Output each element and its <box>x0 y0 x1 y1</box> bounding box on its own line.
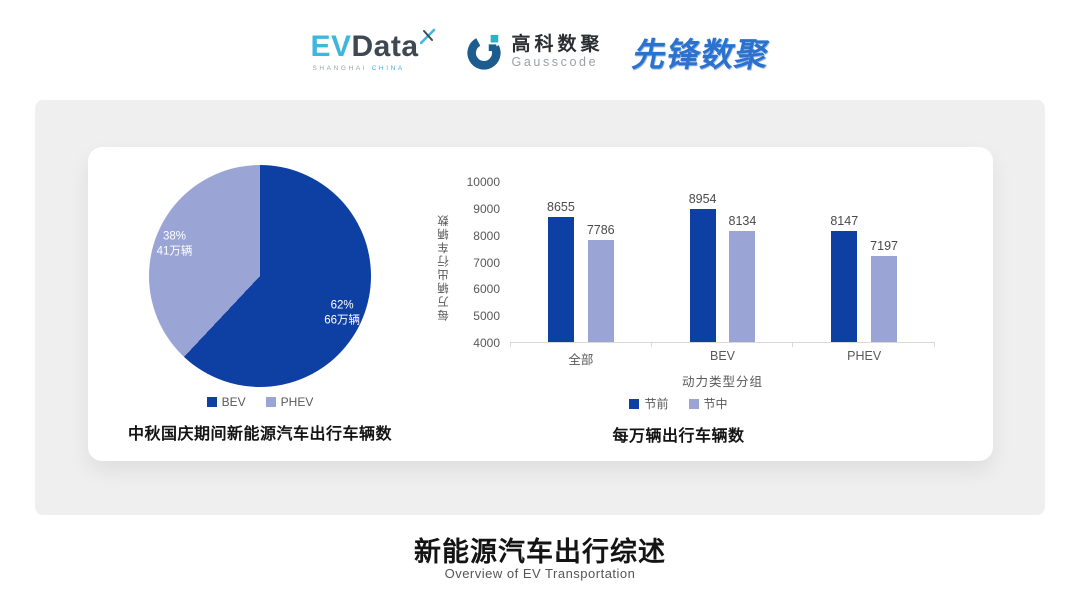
bar-group: 8954 8134 <box>652 182 794 347</box>
bar <box>871 256 898 342</box>
bar-with-label: 8147 <box>830 214 858 342</box>
x-tick-label: 全部 <box>568 353 594 367</box>
bar-value-label: 8134 <box>728 214 757 229</box>
pie-legend-phev-label: PHEV <box>280 395 314 409</box>
bar-plot: 8655 7786 8954 8134 8147 7197 <box>510 182 935 347</box>
y-tick-label: 4000 <box>473 336 500 350</box>
pie-label-phev: 38% 41万辆 <box>157 229 193 260</box>
bar-legend-item-pre: 节前 <box>629 395 669 412</box>
bar <box>587 240 614 342</box>
evdata-sub-china: CHINA <box>371 65 405 72</box>
bar-value-label: 7197 <box>870 239 898 254</box>
content-panel: 62% 66万辆 38% 41万辆 BEV PHEV <box>35 100 1045 515</box>
bar-value-label: 8954 <box>688 192 717 207</box>
logo-row: EVData SHANGHAI CHINA 高科数聚 Gausscode 先锋数… <box>0 22 1080 82</box>
bar <box>689 209 716 342</box>
bar-legend-item-mid: 节中 <box>688 395 728 412</box>
pie-bev-value: 66万辆 <box>324 314 361 327</box>
evdata-subtitle: SHANGHAI CHINA <box>312 65 404 72</box>
x-tick-label: BEV <box>710 349 736 363</box>
gausscode-logo: 高科数聚 Gausscode <box>465 33 604 71</box>
evdata-logo: EVData SHANGHAI CHINA <box>310 28 435 72</box>
evdata-wordmark: EVData <box>310 28 435 63</box>
pie-label-bev: 62% 66万辆 <box>324 298 360 329</box>
gausscode-texts: 高科数聚 Gausscode <box>512 34 604 70</box>
bar-legend-pre-label: 节前 <box>644 397 669 411</box>
bar-group: 8147 7197 <box>793 182 935 347</box>
evdata-x-icon <box>419 18 436 51</box>
bar <box>729 231 756 342</box>
pie-chart-title: 中秋国庆期间新能源汽车出行车辆数 <box>127 426 392 443</box>
pre-holiday-swatch-icon <box>629 398 640 409</box>
y-tick-label: 5000 <box>473 309 500 324</box>
pie-legend-bev-label: BEV <box>221 395 246 409</box>
pie-legend: BEV PHEV <box>60 395 460 409</box>
evdata-ev-text: EV <box>310 30 352 63</box>
phev-swatch-icon <box>265 397 276 407</box>
pie-phev-value: 41万辆 <box>156 245 193 258</box>
gausscode-en-text: Gausscode <box>511 55 599 69</box>
gausscode-cn-text: 高科数聚 <box>511 34 604 55</box>
bar-value-label: 8655 <box>547 200 575 215</box>
bar-with-label: 8655 <box>547 200 575 342</box>
y-tick-label: 9000 <box>473 201 500 216</box>
bar-legend: 节前 节中 <box>466 395 891 412</box>
y-tick-label: 10000 <box>466 175 500 189</box>
x-axis-ticks: 全部 BEV PHEV <box>510 349 935 368</box>
evdata-data-text: Data <box>351 30 419 63</box>
page-title: 新能源汽车出行综述 <box>414 537 666 567</box>
y-tick-label: 8000 <box>473 228 500 243</box>
bar-with-label: 8134 <box>728 214 757 342</box>
evdata-sub-shanghai: SHANGHAI <box>312 65 368 72</box>
bar-section: 每万辆出行车辆数 10000 9000 8000 7000 6000 5000 4000 8… <box>428 147 993 461</box>
bar-group: 8655 7786 <box>510 182 652 347</box>
pie-section: 62% 66万辆 38% 41万辆 BEV PHEV <box>88 147 488 461</box>
bar <box>547 217 574 342</box>
bar-with-label: 8954 <box>689 192 717 342</box>
bar-with-label: 7786 <box>587 223 615 342</box>
pie-bev-percent: 62% <box>330 299 354 312</box>
xianfeng-logo: 先锋数聚 <box>629 36 773 73</box>
x-tick-label: PHEV <box>847 349 882 363</box>
page-subtitle: Overview of EV Transportation <box>444 566 636 581</box>
bar-chart-title: 每万辆出行车辆数 <box>612 428 745 445</box>
y-tick-label: 6000 <box>473 282 500 297</box>
bar-value-label: 8147 <box>830 213 859 228</box>
bev-swatch-icon <box>206 397 217 407</box>
pie-legend-item-bev: BEV <box>206 395 246 409</box>
bar <box>831 230 858 342</box>
bar-value-label: 7786 <box>586 223 615 238</box>
gausscode-g-icon <box>465 33 503 71</box>
chart-card: 62% 66万辆 38% 41万辆 BEV PHEV <box>88 147 993 461</box>
pie-chart: 62% 66万辆 38% 41万辆 <box>149 165 371 387</box>
bar-legend-mid-label: 节中 <box>703 397 728 411</box>
mid-holiday-swatch-icon <box>688 398 699 409</box>
pie-legend-item-phev: PHEV <box>265 395 314 409</box>
pie-phev-percent: 38% <box>162 230 187 243</box>
bar-x-axis-label: 动力类型分组 <box>681 375 763 389</box>
bar-with-label: 7197 <box>870 239 898 342</box>
y-axis-ticks: 10000 9000 8000 7000 6000 5000 4000 <box>450 175 500 350</box>
y-tick-label: 7000 <box>473 255 500 270</box>
